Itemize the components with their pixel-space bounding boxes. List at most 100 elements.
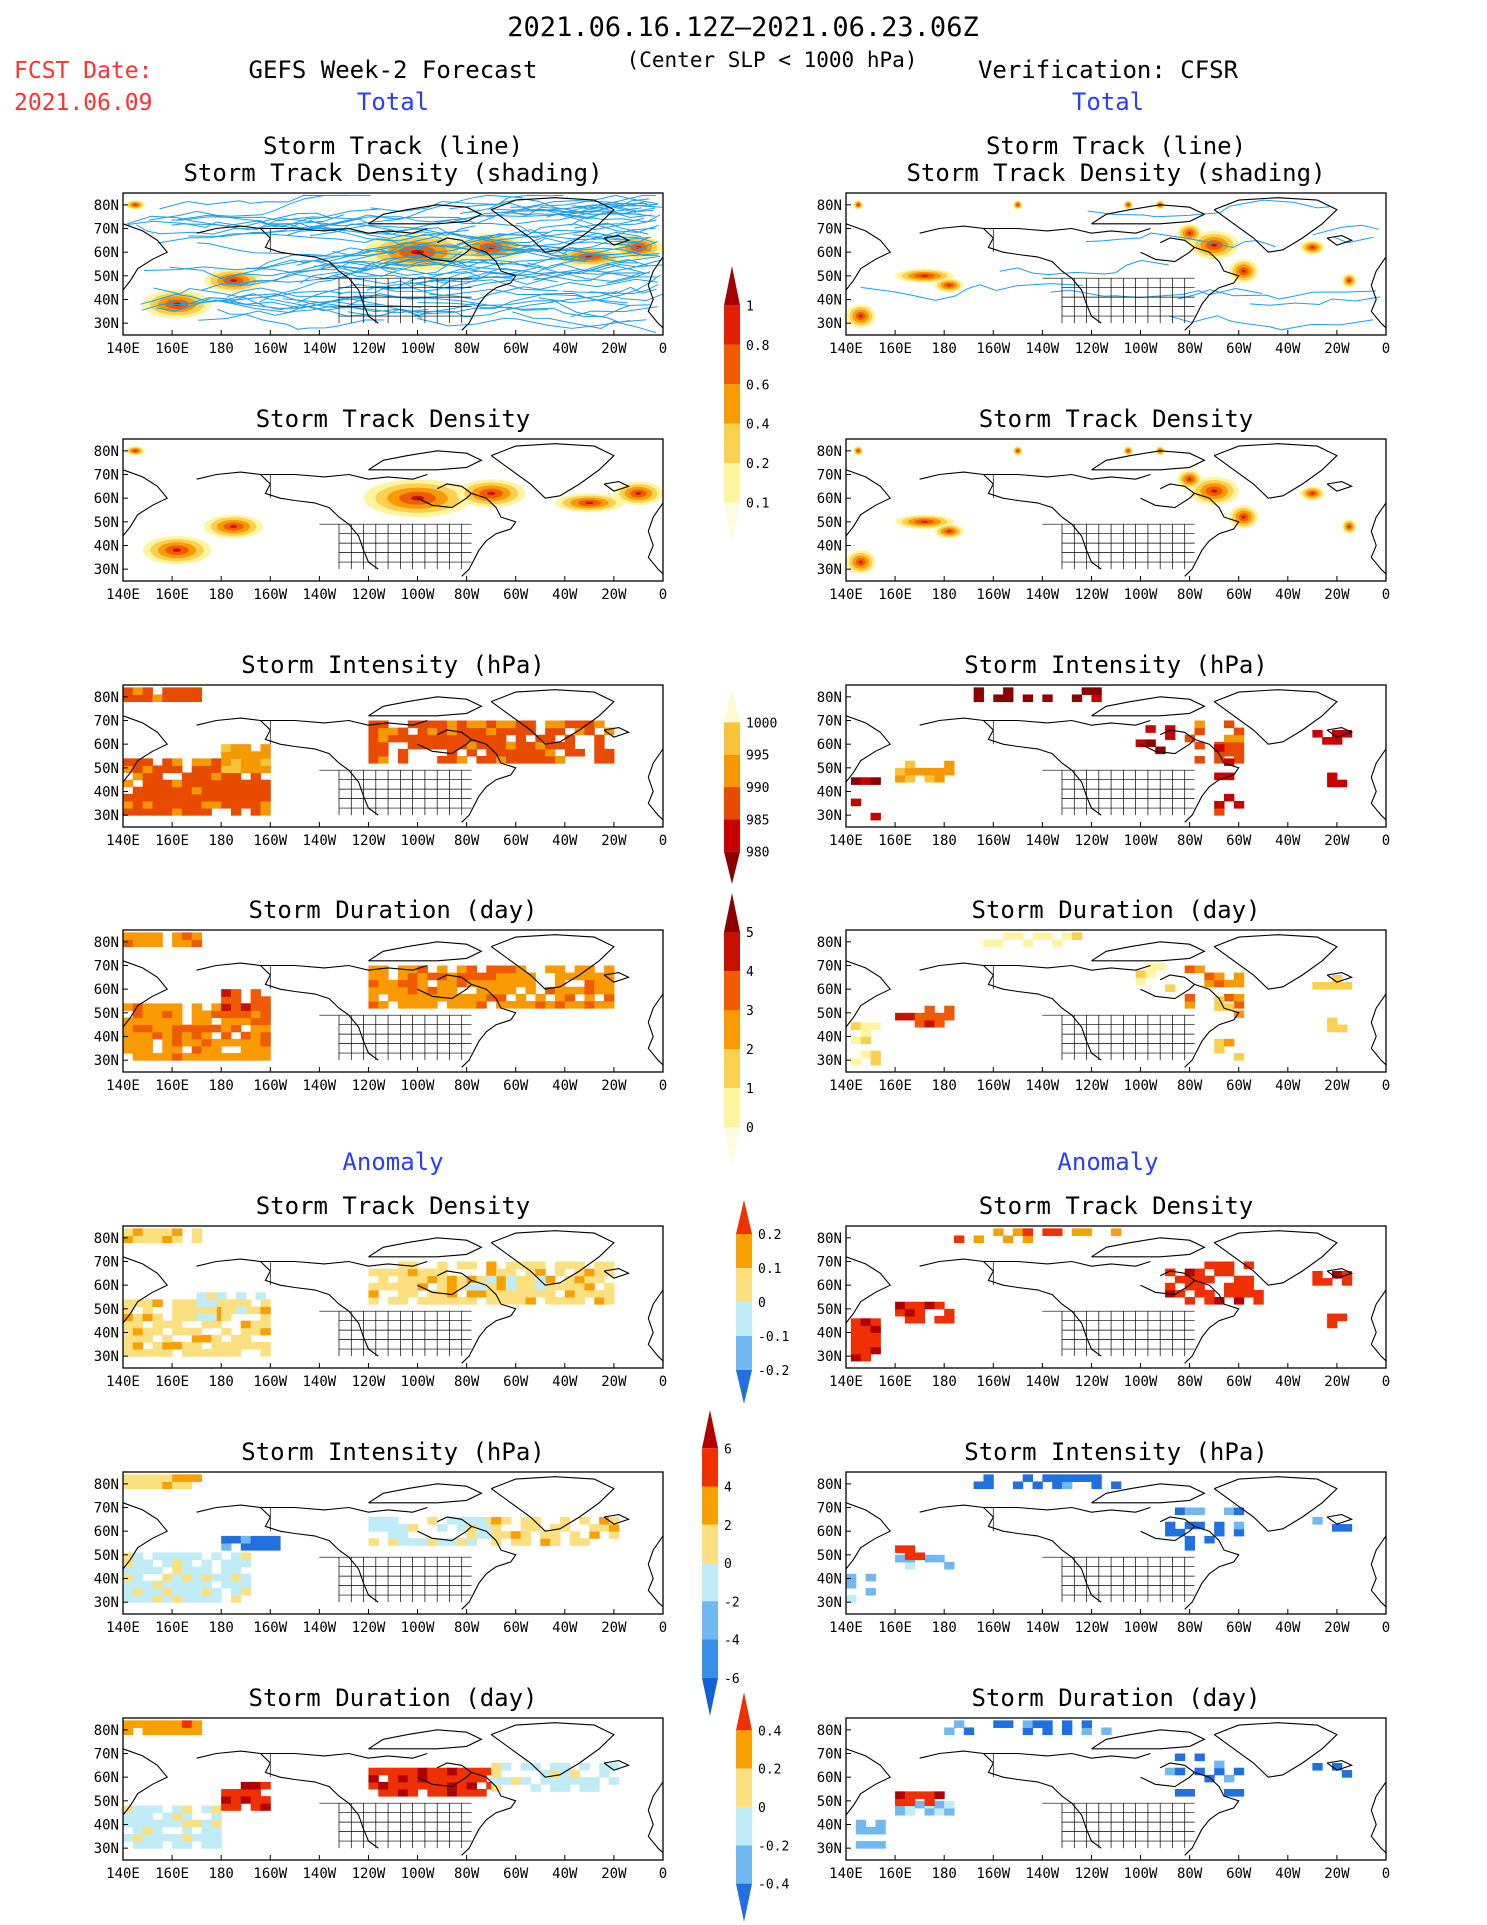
grid-cell (250, 1031, 261, 1040)
grid-cell (476, 1524, 487, 1532)
grid-cell (1012, 1481, 1024, 1490)
storm-track-line (331, 275, 514, 288)
grid-cell (378, 1789, 389, 1797)
storm-track-line (282, 294, 503, 308)
grid-cell (162, 1024, 173, 1033)
lon-tick-label: 120W (352, 1866, 386, 1882)
lon-tick-label: 60W (503, 587, 529, 603)
grid-cell (211, 1805, 222, 1814)
colorbar-label: 0.1 (746, 497, 769, 512)
grid-cell (525, 1282, 536, 1291)
grid-cell (201, 1841, 212, 1849)
lon-tick-label: 0 (1382, 341, 1390, 357)
grid-cell (924, 1791, 935, 1799)
grid-cell (196, 1313, 207, 1322)
grid-cell (895, 1545, 906, 1553)
grid-cell (1135, 977, 1146, 985)
grid-cell (181, 1559, 193, 1568)
grid-cell (152, 1805, 163, 1814)
storm-track-line (557, 213, 644, 226)
grid-cell (378, 979, 389, 988)
grid-cell (545, 748, 556, 757)
grid-cell (162, 1580, 173, 1589)
grid-cell (850, 777, 862, 785)
grid-cell (486, 1261, 497, 1270)
arctic-coast (983, 964, 1151, 971)
grid-cell (1194, 1289, 1205, 1298)
grid-cell (584, 1275, 595, 1284)
grid-cell (368, 734, 379, 743)
lat-tick-label: 50N (94, 1302, 119, 1318)
grid-cell (993, 1228, 1004, 1236)
grid-cell (201, 1334, 212, 1343)
grid-cell (162, 1045, 173, 1054)
grid-cell (1214, 1261, 1225, 1270)
lon-tick-label: 80W (454, 833, 480, 849)
grid-cell (397, 1789, 409, 1797)
storm-track-line (491, 241, 658, 256)
grid-cell (525, 741, 536, 750)
lon-tick-label: 100W (401, 1620, 435, 1636)
grid-cell (201, 786, 212, 795)
grid-cell (181, 1481, 193, 1490)
arctic-coast (983, 227, 1151, 234)
grid-cell (221, 1341, 232, 1350)
lon-tick-label: 160W (253, 1374, 287, 1390)
grid-cell (397, 1268, 409, 1277)
grid-cell (525, 1289, 536, 1298)
grid-cell (250, 765, 261, 774)
lat-tick-label: 30N (817, 1053, 842, 1069)
grid-cell (206, 1299, 217, 1307)
grid-cell (221, 1031, 232, 1040)
lat-tick-label: 80N (817, 444, 842, 460)
lon-tick-label: 140W (303, 1374, 337, 1390)
lon-tick-label: 100W (1124, 1620, 1158, 1636)
grid-cell (569, 1538, 581, 1546)
grid-cell (211, 1812, 222, 1821)
grid-cell (397, 993, 409, 1002)
grid-cell (378, 741, 389, 750)
grid-cell (231, 1573, 242, 1582)
storm-track-line (198, 305, 423, 321)
grid-cell (944, 760, 955, 769)
grid-cell (550, 1784, 561, 1792)
grid-cell (240, 1543, 252, 1551)
grid-cell (447, 1774, 458, 1783)
grid-cell (437, 734, 448, 743)
grid-cell (1184, 734, 1196, 743)
grid-cell (496, 1282, 507, 1291)
grid-cell (162, 1010, 173, 1019)
grid-cell (181, 1573, 193, 1582)
asia-coast (846, 1748, 892, 1816)
grid-cell (496, 756, 507, 764)
grid-cell (201, 1045, 212, 1054)
colorbar-segment (724, 423, 740, 464)
grid-cell (604, 1261, 615, 1270)
grid-cell (211, 1334, 222, 1343)
grid-cell (466, 1289, 477, 1298)
grid-cell (172, 793, 183, 802)
grid-cell (1204, 1275, 1215, 1284)
grid-cell (231, 744, 242, 752)
grid-cell (850, 1022, 862, 1030)
grid-cell (123, 1031, 134, 1040)
grid-cell (407, 1282, 419, 1291)
grid-cell (1194, 741, 1205, 750)
grid-cell (564, 986, 576, 995)
grid-cell (132, 1053, 144, 1061)
grid-cell (201, 1053, 212, 1061)
east-coast (1184, 1525, 1240, 1610)
grid-cell (466, 1781, 477, 1790)
grid-cell (152, 1580, 163, 1589)
lat-tick-label: 80N (817, 935, 842, 951)
lon-tick-label: 40W (552, 1374, 578, 1390)
grid-cell (574, 972, 585, 981)
grid-cell (555, 965, 566, 974)
grid-cell (221, 1573, 232, 1582)
colorbar-label: 4 (746, 965, 754, 980)
grid-cell (191, 1010, 203, 1019)
grid-cell (1243, 1275, 1254, 1284)
lon-tick-label: 180 (209, 587, 234, 603)
grid-cell (172, 1812, 183, 1821)
grid-cell (123, 1320, 134, 1329)
